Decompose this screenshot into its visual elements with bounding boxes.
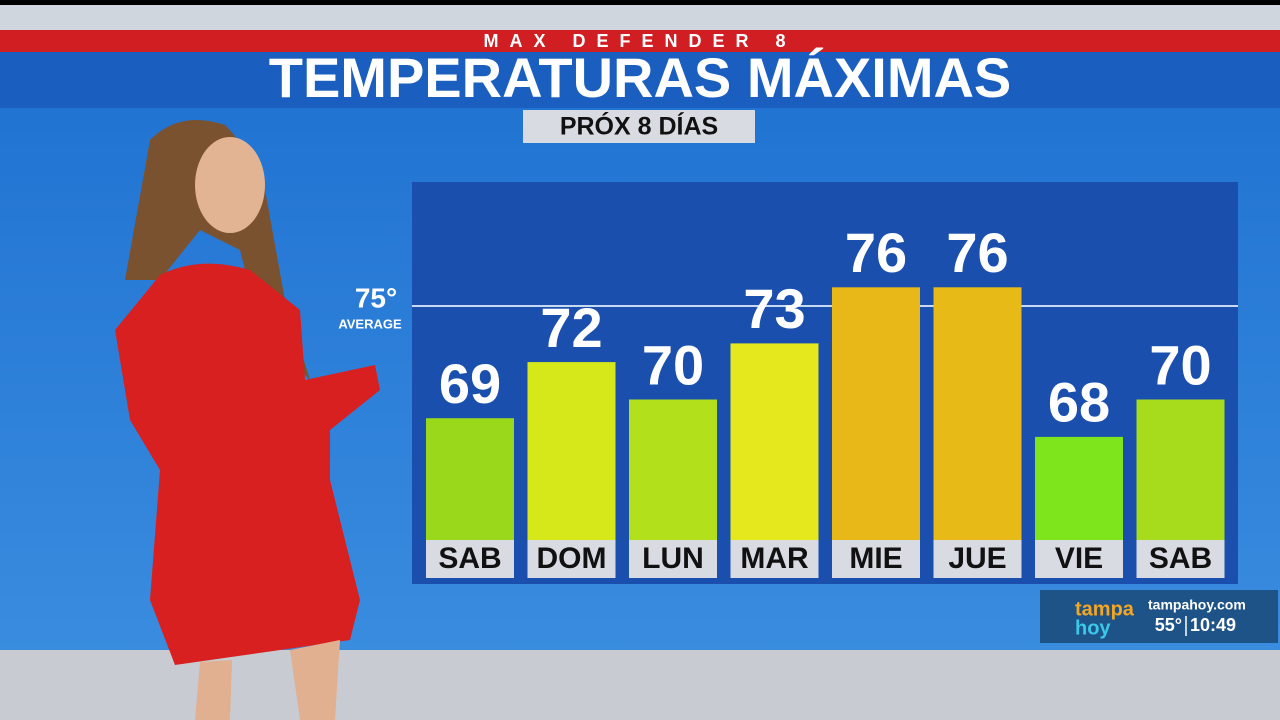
category-box <box>832 540 920 578</box>
category-box <box>527 540 616 578</box>
x-tick-label: MIE <box>849 542 902 575</box>
reference-text: AVERAGE <box>338 316 402 331</box>
x-tick-label: SAB <box>1149 542 1212 575</box>
bar <box>933 287 1022 540</box>
site: tampahoy.com <box>1148 597 1246 613</box>
x-tick-label: JUE <box>948 542 1006 575</box>
category-box <box>933 540 1022 578</box>
x-tick-label: SAB <box>438 542 501 575</box>
subtitle: PRÓX 8 DÍAS <box>560 111 718 141</box>
title-band <box>0 52 1280 108</box>
category-box <box>629 540 717 578</box>
x-tick-label: LUN <box>642 542 704 575</box>
category-box <box>1136 540 1225 578</box>
bar <box>1136 399 1225 540</box>
bar <box>832 287 920 540</box>
x-tick-label: DOM <box>537 542 607 575</box>
reference-label: 75° <box>355 282 397 313</box>
presenter <box>115 120 380 720</box>
presenter-face <box>195 137 265 233</box>
value-label: 72 <box>540 296 602 359</box>
bar <box>730 343 819 540</box>
brand-top: tampa <box>1075 598 1135 620</box>
brand-bottom: hoy <box>1075 617 1111 639</box>
value-label: 68 <box>1048 371 1110 434</box>
presenter-legs <box>195 640 340 720</box>
presenter-dress <box>115 263 380 665</box>
value-label: 76 <box>845 221 907 284</box>
value-label: 70 <box>642 333 704 396</box>
category-box <box>426 540 514 578</box>
logo-box <box>1040 590 1278 643</box>
value-label: 70 <box>1149 333 1211 396</box>
kicker: MAX DEFENDER 8 <box>483 31 796 51</box>
category-box <box>1035 540 1123 578</box>
clock: 10:49 <box>1190 615 1236 635</box>
current-temperature: 55° <box>1155 615 1182 635</box>
x-tick-label: VIE <box>1055 542 1103 575</box>
chart-title: TEMPERATURAS MÁXIMAS <box>269 46 1012 109</box>
bar <box>426 418 514 540</box>
bar <box>1035 436 1123 540</box>
value-label: 76 <box>946 221 1008 284</box>
category-box <box>730 540 819 578</box>
top-strip <box>0 5 1280 30</box>
bar <box>629 399 717 540</box>
subtitle-box <box>523 110 755 143</box>
value-label: 69 <box>439 352 501 415</box>
kicker-bar <box>0 30 1280 52</box>
bar <box>527 362 616 540</box>
x-tick-label: MAR <box>740 542 809 575</box>
value-label: 73 <box>743 277 805 340</box>
